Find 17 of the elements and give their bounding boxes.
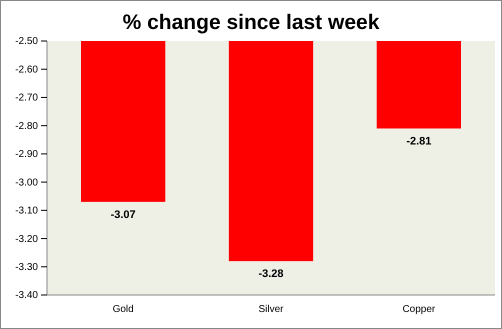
y-tick-label: -2.90 <box>15 149 38 160</box>
data-label: -3.28 <box>258 268 284 280</box>
y-tick-label: -2.70 <box>15 92 38 104</box>
y-tick-label: -3.30 <box>15 262 38 273</box>
data-label: -2.81 <box>406 135 432 148</box>
data-label: -3.07 <box>110 208 136 221</box>
y-tick-label: -2.80 <box>15 120 38 132</box>
y-tick-label: -2.50 <box>15 36 38 48</box>
y-tick-label: -3.10 <box>15 206 38 217</box>
x-tick-label: Copper <box>402 304 436 316</box>
y-tick-label: -3.00 <box>15 177 38 188</box>
chart-title: % change since last week <box>122 11 380 34</box>
y-tick-label: -3.20 <box>15 234 38 245</box>
x-tick-label: Silver <box>258 304 284 316</box>
y-tick-label: -3.40 <box>15 290 38 302</box>
y-tick-label: -2.60 <box>15 64 38 76</box>
x-tick-label: Gold <box>112 304 134 316</box>
